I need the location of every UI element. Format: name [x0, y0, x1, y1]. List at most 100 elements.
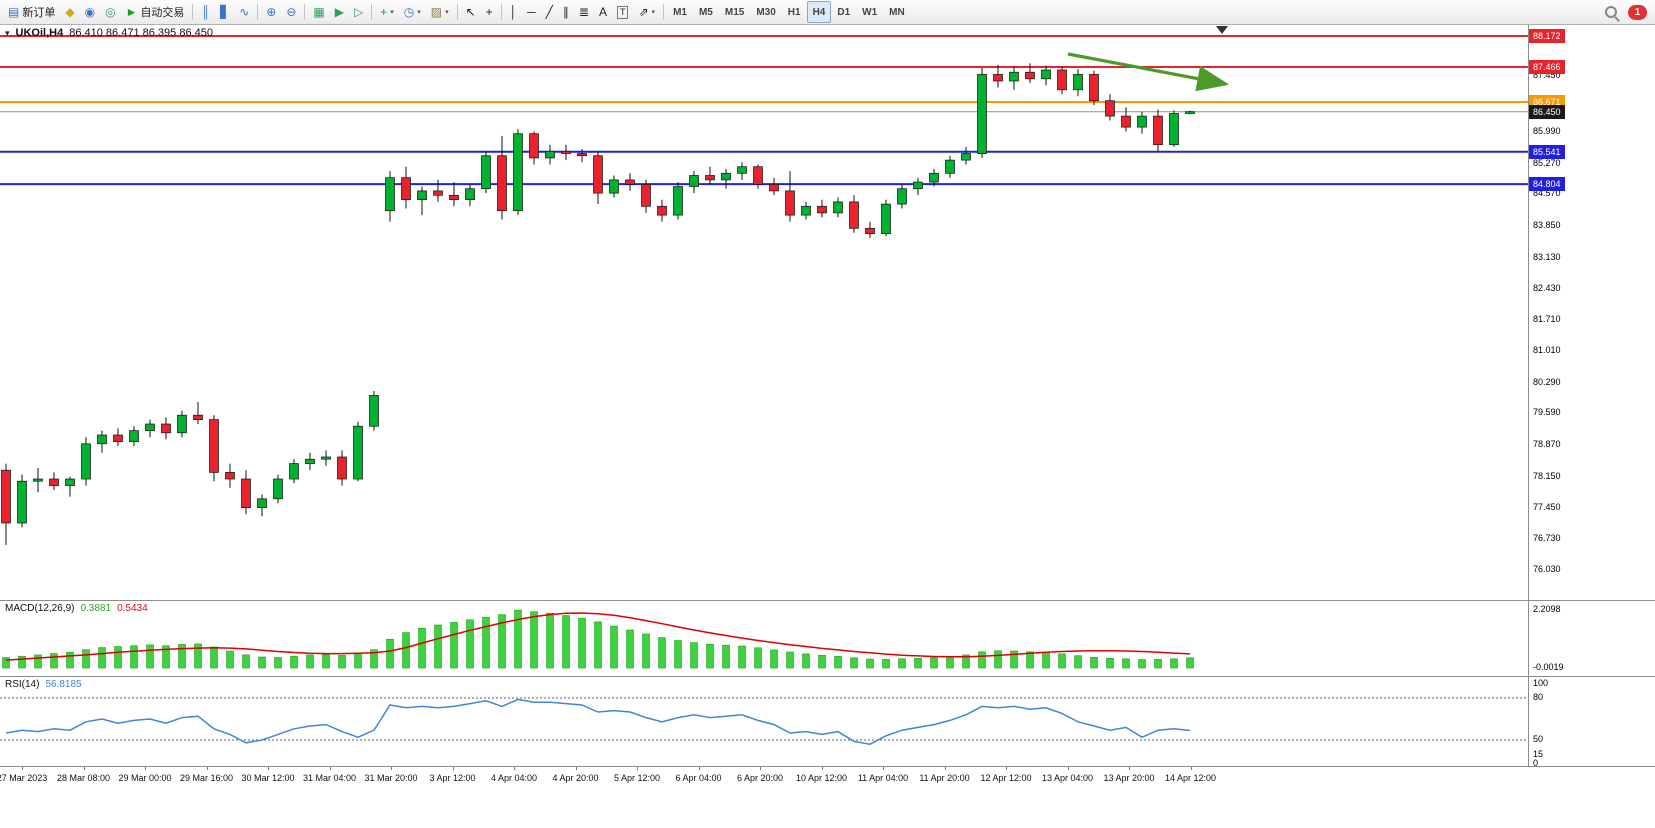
symbol-collapse-icon[interactable]: ▾ — [5, 28, 10, 38]
macd-histogram-bar — [978, 651, 986, 669]
timeframe-w1-button[interactable]: W1 — [856, 1, 883, 23]
vertical-line-icon: │ — [509, 5, 518, 19]
new-order-icon: ▤ — [8, 5, 20, 19]
timeframe-m15-button-label: M15 — [724, 6, 745, 18]
time-tick — [1067, 766, 1069, 770]
vertical-line-button[interactable]: │ — [505, 1, 523, 23]
notification-badge[interactable]: 1 — [1628, 4, 1647, 20]
time-label: 27 Mar 2023 — [0, 773, 48, 783]
data-window-button[interactable]: ◉ — [80, 1, 100, 23]
time-tick — [391, 766, 392, 770]
timeframe-m15-button[interactable]: M15 — [719, 1, 750, 23]
zoom-out-button[interactable]: ⊖ — [281, 1, 301, 23]
templates-button[interactable]: ▨ ▾ — [426, 1, 454, 23]
market-watch-button[interactable]: ◆ — [60, 1, 79, 23]
timeframe-m1-button[interactable]: M1 — [667, 1, 693, 23]
dropdown-arrow-icon[interactable]: ▾ — [445, 9, 449, 16]
time-tick — [514, 766, 515, 770]
time-label: 13 Apr 20:00 — [1103, 773, 1155, 783]
time-tick — [1006, 766, 1007, 770]
price-tick: 80.290 — [1533, 376, 1561, 387]
timeframe-d1-button-label: D1 — [837, 6, 851, 18]
candle — [369, 395, 379, 427]
candle — [1073, 74, 1083, 91]
dropdown-arrow-icon[interactable]: ▾ — [651, 9, 656, 16]
new-order-button[interactable]: ▤ 新订单 — [3, 1, 60, 23]
rsi-panel-separator[interactable] — [0, 676, 1655, 677]
shapes-button[interactable]: ⇗ ▾ — [633, 1, 660, 23]
timeframe-d1-button[interactable]: D1 — [831, 1, 856, 23]
time-label: 4 Apr 04:00 — [490, 773, 538, 783]
trendline-button[interactable]: ╱ — [541, 1, 558, 23]
bar-chart-button[interactable]: ║ — [196, 1, 215, 23]
time-label: 6 Apr 20:00 — [736, 773, 784, 783]
timeframe-m5-button[interactable]: M5 — [693, 1, 719, 23]
periods-button[interactable]: ◷ ▾ — [399, 1, 426, 23]
price-chart-canvas[interactable] — [0, 24, 1528, 600]
text-button[interactable]: A — [594, 1, 612, 23]
line-chart-button[interactable]: ∿ — [234, 1, 254, 23]
rsi-panel-canvas[interactable] — [0, 676, 1528, 766]
candle — [561, 150, 571, 154]
macd-signal-line — [5, 612, 1191, 661]
macd-panel-separator[interactable] — [0, 600, 1655, 601]
candle — [865, 227, 875, 234]
indicators-icon: + — [380, 5, 388, 19]
time-label: 11 Apr 04:00 — [857, 773, 909, 783]
search-icon[interactable] — [1604, 5, 1619, 20]
candle — [1169, 113, 1179, 146]
price-axis[interactable]: 87.450 85.990 85.270 84.570 83.850 83.130 82.4… — [1529, 24, 1655, 788]
label-button[interactable]: T — [612, 1, 634, 23]
timeframe-m30-button[interactable]: M30 — [750, 1, 781, 23]
toolbar-separator — [257, 4, 259, 20]
candle — [1121, 115, 1131, 128]
chart-window[interactable]: ▾ UKOil,H4 86.410 86.471 86.395 86.450 M… — [0, 24, 1655, 788]
time-axis[interactable]: 27 Mar 2023 28 Mar 08:00 29 Mar 00:00 29 Ma… — [0, 766, 1528, 788]
candle — [465, 188, 475, 201]
candle — [1057, 69, 1067, 91]
auto-scroll-button[interactable]: ▶ — [330, 1, 349, 23]
new-order-button-label: 新订单 — [22, 7, 56, 19]
price-tick: 81.010 — [1533, 344, 1561, 355]
horizontal-line-button[interactable]: ─ — [522, 1, 541, 23]
macd-histogram-bar — [386, 638, 394, 669]
candle — [1089, 74, 1099, 102]
timeframe-mn-button[interactable]: MN — [883, 1, 911, 23]
time-label: 29 Mar 16:00 — [179, 773, 234, 783]
navigator-button[interactable]: ◎ — [100, 1, 120, 23]
time-axis-separator — [0, 766, 1655, 767]
time-label: 31 Mar 20:00 — [364, 773, 418, 783]
channel-button[interactable]: ∥ — [558, 1, 574, 23]
candle — [625, 179, 635, 185]
dropdown-arrow-icon[interactable]: ▾ — [390, 9, 394, 16]
macd-histogram-bar — [930, 657, 938, 669]
timeframe-h4-button[interactable]: H4 — [806, 1, 832, 23]
candle — [433, 190, 443, 196]
cursor-button[interactable]: ↖ — [461, 1, 481, 23]
price-tick: 76.030 — [1533, 564, 1561, 574]
tile-windows-button[interactable]: ▦ — [308, 1, 329, 23]
macd-histogram-bar — [82, 649, 90, 669]
macd-histogram-bar — [834, 655, 842, 669]
shapes-icon: ⇗ — [638, 5, 649, 19]
time-tick — [268, 766, 269, 770]
zoom-in-button[interactable]: ⊕ — [261, 1, 281, 23]
timeframe-h1-button[interactable]: H1 — [782, 1, 807, 23]
candle — [145, 423, 155, 431]
trend-arrow-annotation[interactable] — [1067, 52, 1230, 92]
candlestick-chart-button[interactable]: ▋ — [215, 1, 234, 23]
crosshair-button[interactable]: + — [481, 1, 498, 23]
indicators-button[interactable]: + ▾ — [375, 1, 399, 23]
candle — [321, 456, 331, 460]
chart-shift-marker[interactable] — [1216, 26, 1228, 34]
candle — [401, 177, 411, 201]
chart-title-bar: ▾ UKOil,H4 86.410 86.471 86.395 86.450 — [5, 27, 213, 39]
macd-histogram-bar — [98, 647, 106, 669]
auto-trading-button[interactable]: ► 自动交易 — [121, 1, 190, 23]
macd-panel-canvas[interactable] — [0, 600, 1528, 676]
time-tick — [760, 766, 761, 770]
fibonacci-button[interactable]: ≣ — [574, 1, 594, 23]
chart-shift-button[interactable]: ▷ — [349, 1, 368, 23]
candle — [1105, 100, 1115, 117]
dropdown-arrow-icon[interactable]: ▾ — [417, 9, 421, 16]
